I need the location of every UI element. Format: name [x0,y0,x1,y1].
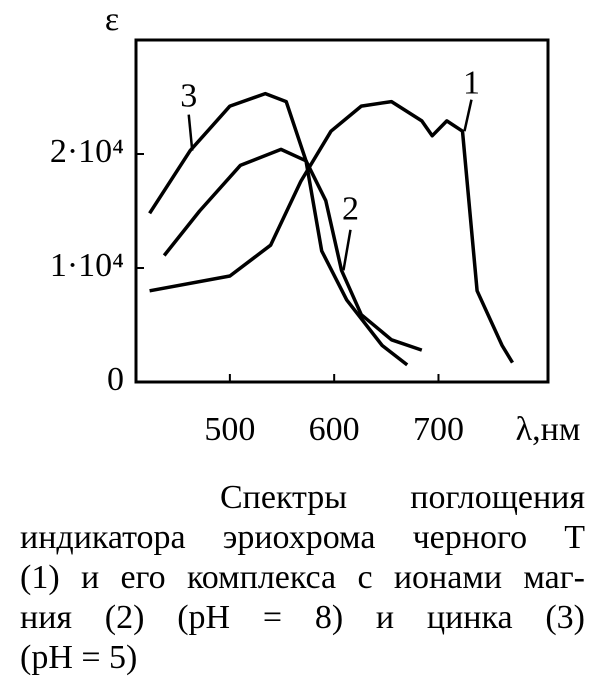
line [162,147,423,352]
line [149,99,514,364]
x-tick-label: 600 [309,411,360,448]
caption-line: (1) и его комплекса с ионами маг- [20,559,585,596]
caption-line: индикатора эриохрома черного Т [20,519,585,556]
chart: ε λ,нм 0 1·10⁴ 2·10⁴ 500 600 700 1 2 3 [50,1,581,448]
curve-label: 3 [180,77,197,114]
curve-label: 1 [463,64,480,101]
x-tick-label: 500 [204,411,255,448]
y-tick-label: 0 [107,361,124,398]
line [148,91,409,367]
leader-line [187,114,194,151]
plot-frame [134,38,550,384]
leader-line [342,229,352,271]
caption-line: Спектры поглощения [220,479,585,516]
x-axis-label: λ,нм [516,411,581,448]
x-tick-label: 700 [413,411,464,448]
caption-line: ния (2) (pH = 8) и цинка (3) [20,599,585,636]
y-axis-label: ε [105,1,119,38]
leader-line [463,99,473,132]
caption-line: (pH = 5) [20,639,138,676]
caption: Спектры поглощения индикатора эриохрома ч… [20,478,585,678]
curve-label: 2 [342,191,359,228]
y-tick-label: 2·10⁴ [50,133,124,170]
y-tick-label: 1·10⁴ [50,247,124,284]
